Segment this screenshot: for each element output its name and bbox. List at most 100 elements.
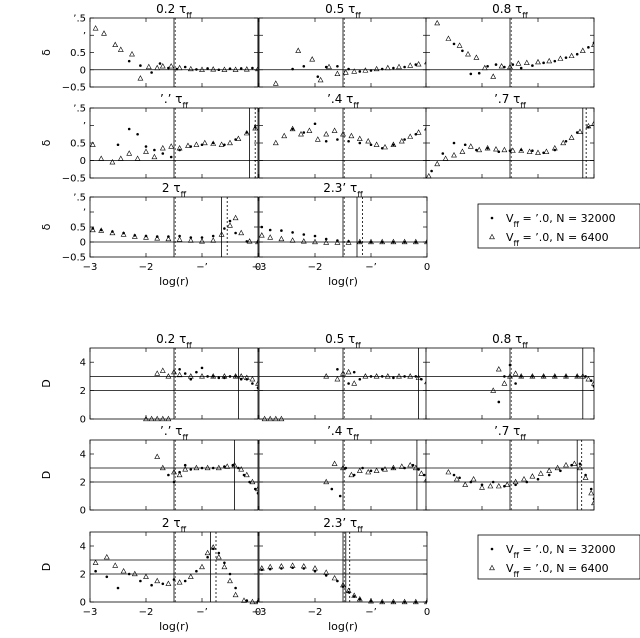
data-point-triangle xyxy=(334,70,341,76)
data-point-dot xyxy=(369,69,373,72)
data-point-triangle xyxy=(199,373,205,379)
data-point-triangle xyxy=(154,577,161,584)
data-point-triangle xyxy=(356,467,363,473)
data-markers xyxy=(490,363,594,404)
data-point-dot xyxy=(139,64,142,67)
data-point-triangle xyxy=(473,54,480,60)
y-tick-label: 0 xyxy=(80,238,86,249)
data-point-triangle xyxy=(289,562,296,568)
x-tick-label: −’ xyxy=(196,607,208,618)
panel-title: 0.2 τff xyxy=(156,332,192,350)
data-point-triangle xyxy=(112,41,119,48)
legend-top: Vff = ’.0, N = 32000 Vff = ’.0, N = 6400 xyxy=(477,203,640,249)
data-point-triangle xyxy=(171,468,177,475)
data-point-triangle xyxy=(345,587,352,593)
bottom-panel-6: 0 2 4 D −3 −2 −’ 0 log(r) 2 τff xyxy=(40,516,261,633)
x-axis-label: log(r) xyxy=(328,620,358,633)
data-point-triangle xyxy=(591,41,594,48)
data-point-triangle xyxy=(90,141,96,147)
data-point-dot xyxy=(116,586,120,590)
data-point-triangle xyxy=(434,160,441,167)
data-point-triangle xyxy=(176,236,183,242)
data-point-triangle xyxy=(424,598,427,605)
data-point-dot xyxy=(223,376,226,380)
data-point-triangle xyxy=(515,60,522,66)
data-markers xyxy=(434,19,594,79)
data-point-dot xyxy=(211,234,215,238)
y-axis-label: D xyxy=(40,563,53,571)
data-point-dot xyxy=(358,377,362,381)
data-point-dot xyxy=(589,487,593,491)
data-point-triangle xyxy=(143,234,149,240)
data-point-triangle xyxy=(238,466,245,472)
data-point-triangle xyxy=(568,134,575,140)
x-tick-label: −2 xyxy=(139,262,154,273)
data-point-dot xyxy=(503,375,506,378)
data-point-triangle xyxy=(340,464,346,471)
data-point-triangle xyxy=(577,128,583,134)
data-point-dot xyxy=(336,579,339,583)
data-point-triangle xyxy=(199,563,205,570)
data-point-triangle xyxy=(442,155,449,161)
data-point-dot xyxy=(324,574,328,577)
data-point-triangle xyxy=(210,66,217,72)
data-point-dot xyxy=(195,569,198,573)
data-point-triangle xyxy=(507,63,513,70)
data-point-dot xyxy=(584,375,587,378)
data-point-triangle xyxy=(384,373,391,379)
data-point-triangle xyxy=(453,475,460,482)
data-point-dot xyxy=(592,385,594,388)
x-tick-label: 0 xyxy=(255,607,261,618)
data-point-triangle xyxy=(193,141,200,147)
data-point-triangle xyxy=(176,371,183,378)
data-point-dot xyxy=(127,572,131,576)
data-point-dot xyxy=(336,65,339,68)
data-point-dot xyxy=(458,476,461,480)
data-point-triangle xyxy=(267,563,274,570)
data-point-triangle xyxy=(424,238,427,245)
data-point-dot xyxy=(127,59,131,63)
data-point-dot xyxy=(211,547,215,551)
data-point-triangle xyxy=(165,373,172,379)
data-point-dot xyxy=(347,382,350,385)
data-point-dot xyxy=(195,370,198,374)
data-point-triangle xyxy=(412,238,419,245)
data-point-dot xyxy=(324,237,328,241)
data-point-dot xyxy=(211,375,215,378)
data-point-dot xyxy=(167,473,170,477)
data-point-triangle xyxy=(168,143,175,149)
data-point-dot xyxy=(369,600,373,603)
data-point-triangle xyxy=(334,239,341,245)
bottom-panel-0: 0 2 4 D 0.2 τff xyxy=(40,332,259,426)
data-point-dot xyxy=(347,590,350,594)
data-point-dot xyxy=(403,600,406,604)
x-tick-label: −3 xyxy=(252,262,267,273)
legend-frame xyxy=(477,203,640,249)
x-tick-label: −’ xyxy=(196,262,208,273)
y-tick-label: 4 xyxy=(80,358,86,369)
data-point-triangle xyxy=(518,373,525,379)
data-point-triangle xyxy=(546,57,553,64)
data-point-triangle xyxy=(187,237,194,243)
data-point-triangle xyxy=(551,373,558,379)
data-point-triangle xyxy=(261,415,268,422)
data-point-dot xyxy=(256,386,258,390)
data-point-triangle xyxy=(326,63,332,70)
data-point-triangle xyxy=(356,135,363,141)
data-point-dot xyxy=(508,149,512,152)
data-point-dot xyxy=(200,466,204,470)
data-point-dot xyxy=(403,240,406,244)
y-tick-label: 4 xyxy=(80,450,86,461)
data-markers xyxy=(90,125,258,165)
data-point-dot xyxy=(486,146,489,150)
data-point-triangle xyxy=(415,374,422,380)
data-point-dot xyxy=(392,376,395,380)
data-point-triangle xyxy=(92,559,99,565)
data-point-triangle xyxy=(323,239,330,245)
data-point-dot xyxy=(136,132,139,136)
legend-label: Vff = ’.0, N = 6400 xyxy=(506,231,609,248)
data-point-triangle xyxy=(490,387,497,393)
data-markers xyxy=(92,544,258,605)
data-point-triangle xyxy=(281,132,288,139)
data-point-dot xyxy=(183,372,187,375)
